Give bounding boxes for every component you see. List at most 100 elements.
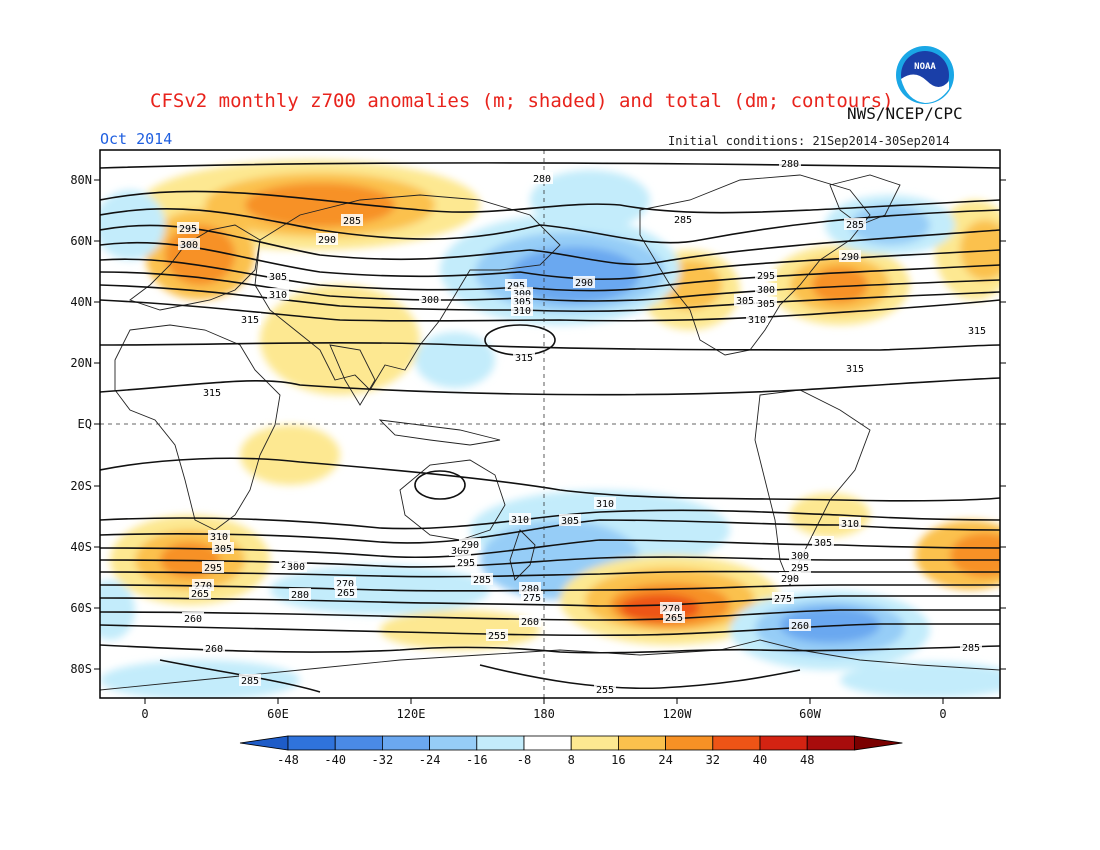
svg-text:255: 255: [596, 685, 614, 696]
contour-label: 295: [177, 222, 199, 235]
colorbar-swatch: [429, 735, 478, 751]
colorbar-swatch: [618, 735, 667, 751]
svg-text:285: 285: [962, 643, 980, 654]
svg-text:300: 300: [757, 285, 775, 296]
contour-label: 290: [839, 250, 861, 263]
svg-text:305: 305: [513, 297, 531, 308]
contour-label: 285: [239, 674, 261, 687]
contour-label: 265: [335, 586, 357, 599]
svg-text:290: 290: [461, 540, 479, 551]
lon-label: 60W: [799, 707, 821, 721]
reference-lines: [100, 150, 1000, 698]
svg-text:265: 265: [191, 589, 209, 600]
contour-label: 260: [203, 642, 225, 655]
contour-label: 305: [812, 536, 834, 549]
africa-outline: [114, 324, 281, 531]
lat-label: 40S: [70, 540, 92, 554]
colorbar-tick-label: -16: [466, 753, 488, 767]
lat-label: 80S: [70, 662, 92, 676]
contour-label: 290: [316, 233, 338, 246]
contour-label: 310: [509, 513, 531, 526]
colorbar: -48 -40 -32 -24 -16 -8 8 16 24 32 40 48: [239, 735, 903, 767]
svg-text:295: 295: [507, 281, 525, 292]
svg-text:280: 280: [533, 174, 551, 185]
contour-label: 280: [531, 172, 553, 185]
contour-label: 310: [511, 304, 533, 317]
contour-label: 285: [960, 641, 982, 654]
contour-label: 260: [519, 615, 541, 628]
lon-label: 0: [939, 707, 946, 721]
contour-label: 260: [182, 612, 204, 625]
forecast-month: Oct 2014: [100, 130, 173, 148]
svg-text:NOAA: NOAA: [914, 62, 936, 72]
svg-text:315: 315: [241, 315, 259, 326]
svg-text:300: 300: [180, 240, 198, 251]
svg-text:270: 270: [194, 581, 212, 592]
svg-text:275: 275: [774, 594, 792, 605]
svg-text:300: 300: [287, 562, 305, 573]
svg-text:300: 300: [451, 546, 469, 557]
colorbar-tick-label: -24: [419, 753, 441, 767]
contour-label: 305: [212, 542, 234, 555]
contour-label: 315: [239, 313, 261, 326]
lat-label: 20S: [70, 479, 92, 493]
contour-label: 300: [178, 238, 200, 251]
contour-label: 275: [772, 592, 794, 605]
contour-label: 285: [471, 573, 493, 586]
colorbar-swatch: [570, 735, 619, 751]
svg-text:310: 310: [269, 290, 287, 301]
colorbar-tick-label: 32: [706, 753, 720, 767]
svg-text:275: 275: [523, 593, 541, 604]
colorbar-tick-label: 8: [568, 753, 575, 767]
colorbar-swatch: [806, 735, 855, 751]
lat-label: 80N: [70, 173, 92, 187]
contour-label: 300: [755, 283, 777, 296]
contour-label: 310: [594, 497, 616, 510]
contour-label: 285: [844, 218, 866, 231]
latitude-axis: 80N 60N 40N 20N EQ 20S 40S 60S 80S: [70, 173, 1006, 676]
contour-label: 280: [779, 157, 801, 170]
contour-label: 285: [341, 214, 363, 227]
svg-text:300: 300: [513, 289, 531, 300]
svg-text:300: 300: [791, 551, 809, 562]
contour-label: 300: [789, 549, 811, 562]
chart-title: CFSv2 monthly z700 anomalies (m; shaded)…: [150, 90, 894, 112]
antarctica-outline: [100, 639, 1000, 691]
indonesia-outline: [378, 419, 501, 446]
svg-text:305: 305: [269, 272, 287, 283]
lon-label: 0: [141, 707, 148, 721]
anomaly-shading: [100, 150, 1000, 698]
colorbar-tick-label: 16: [611, 753, 625, 767]
svg-text:280: 280: [521, 584, 539, 595]
greenland-outline: [829, 174, 901, 226]
contour-label: 295: [755, 269, 777, 282]
svg-text:305: 305: [214, 544, 232, 555]
contour-label: 305: [559, 514, 581, 527]
svg-text:265: 265: [337, 588, 355, 599]
contour-label: 265: [663, 611, 685, 624]
contour-label: 255: [594, 683, 616, 696]
svg-text:285: 285: [846, 220, 864, 231]
svg-text:285: 285: [674, 215, 692, 226]
contour-label: 315: [966, 324, 988, 337]
contour-label: 295: [202, 561, 224, 574]
svg-text:315: 315: [968, 326, 986, 337]
svg-text:305: 305: [757, 299, 775, 310]
contour-label: 290: [779, 572, 801, 585]
contour-label: 315: [201, 386, 223, 399]
lon-label: 120W: [663, 707, 693, 721]
initial-conditions: Initial conditions: 21Sep2014-30Sep2014: [668, 134, 950, 148]
colorbar-swatch: [759, 735, 808, 751]
colorbar-tick-label: -48: [277, 753, 299, 767]
colorbar-tick-label: 24: [658, 753, 672, 767]
lon-label: 60E: [267, 707, 289, 721]
svg-text:285: 285: [241, 676, 259, 687]
svg-text:295: 295: [179, 224, 197, 235]
svg-text:290: 290: [318, 235, 336, 246]
svg-text:280: 280: [781, 159, 799, 170]
svg-text:260: 260: [521, 617, 539, 628]
colorbar-tick-label: 40: [753, 753, 767, 767]
svg-text:295: 295: [757, 271, 775, 282]
lat-label: 60S: [70, 601, 92, 615]
